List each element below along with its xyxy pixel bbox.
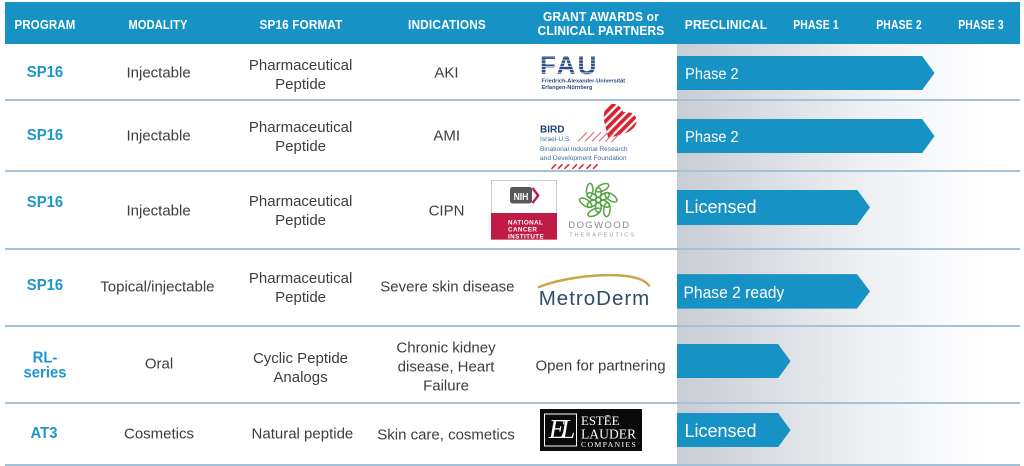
svg-text:MetroDerm: MetroDerm — [539, 287, 651, 310]
svg-text:NIH: NIH — [514, 191, 529, 203]
svg-text:EL: EL — [548, 414, 574, 444]
svg-text:CANCER: CANCER — [508, 227, 537, 234]
svg-text:Israel-U.S.: Israel-U.S. — [540, 136, 571, 143]
svg-text:Binational Industrial Research: Binational Industrial Research — [540, 146, 628, 153]
svg-text:Erlangen-Nürnberg: Erlangen-Nürnberg — [542, 85, 594, 91]
svg-text:FAU: FAU — [540, 54, 599, 80]
svg-text:THERAPEUTICS: THERAPEUTICS — [569, 232, 636, 238]
svg-text:NATIONAL: NATIONAL — [508, 220, 543, 227]
svg-text:INSTITUTE: INSTITUTE — [508, 234, 544, 240]
svg-text:BIRD: BIRD — [540, 125, 564, 136]
svg-text:Friedrich-Alexander-Universitä: Friedrich-Alexander-Universität — [542, 79, 626, 85]
svg-text:and Development Foundation: and Development Foundation — [540, 155, 627, 162]
svg-text:ESTĒE: ESTĒE — [581, 413, 620, 427]
svg-text:LAUDER: LAUDER — [581, 426, 637, 441]
svg-text:COMPANIES: COMPANIES — [581, 439, 637, 448]
svg-text:DOGWOOD: DOGWOOD — [568, 220, 630, 231]
